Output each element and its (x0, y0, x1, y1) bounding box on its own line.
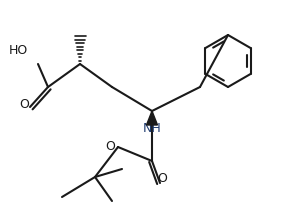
Polygon shape (146, 111, 157, 125)
Text: O: O (157, 171, 167, 184)
Text: HO: HO (8, 44, 28, 58)
Text: O: O (105, 141, 115, 154)
Text: NH: NH (143, 122, 161, 136)
Text: O: O (19, 97, 29, 111)
